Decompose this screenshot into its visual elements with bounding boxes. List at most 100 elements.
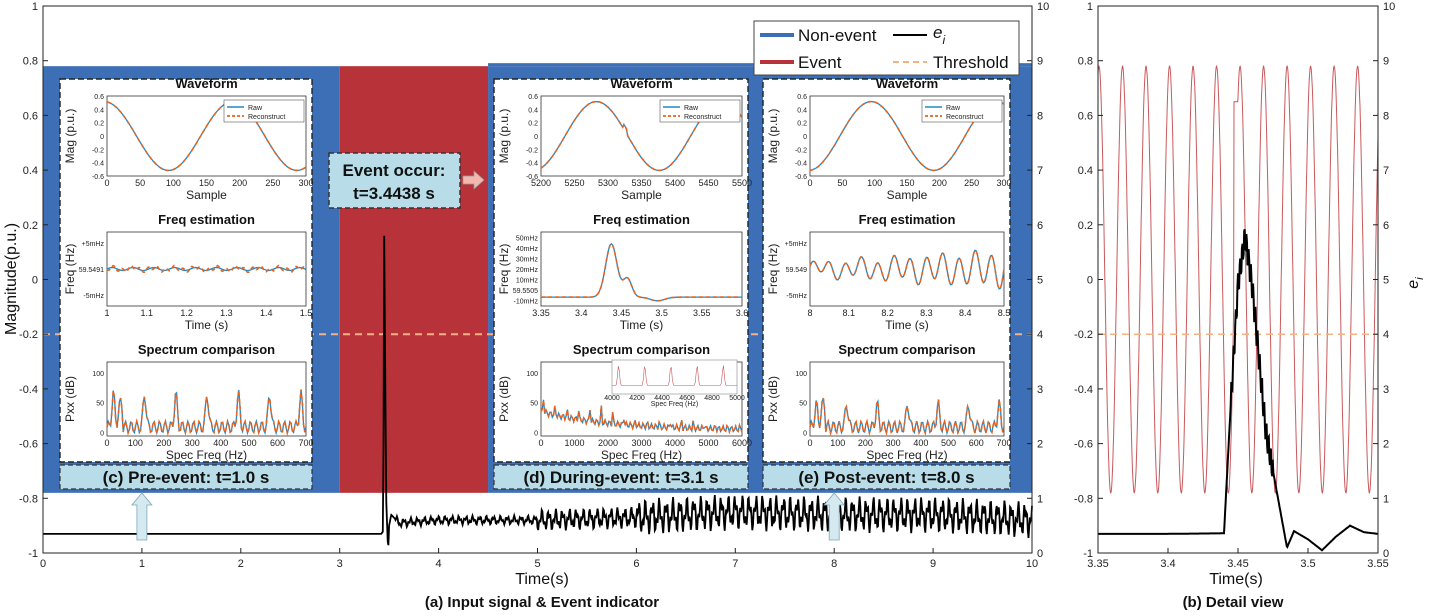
main-xtick-label-10: 10 [1026,558,1038,570]
inset-0-freq-xtick-3: 1.3 [220,308,233,318]
main-ytick-label-9: 0.8 [23,56,38,68]
inset-1-zoom-xlabel: Spec Freq (Hz) [651,401,698,408]
inset-0-spectrum-xtick-5: 500 [242,438,257,448]
inset-0-freq-ytick-0: +5mHz [82,241,105,248]
inset-1-spectrum-xtick-2: 2000 [598,438,618,448]
main-y2tick-label-10: 10 [1037,1,1049,13]
inset-0-waveform-xtick-0: 0 [104,178,109,188]
main-y2tick-label-1: 1 [1037,493,1043,505]
inset-2-spectrum-xtick-0: 0 [807,438,812,448]
inset-2-spectrum-ytick-0: 0 [803,430,807,437]
detail-ytick-label-9: 0.8 [1078,56,1093,68]
detail-ytick-label-0: -1 [1083,548,1093,560]
inset-0-spectrum-xtick-0: 0 [104,438,109,448]
inset-2-freq-xtick-1: 8.1 [843,308,856,318]
main-y2tick-label-3: 3 [1037,384,1043,396]
inset-1-freq-ylabel: Freq (Hz) [497,244,511,295]
detail-ytick-label-10: 1 [1087,1,1093,13]
main-ytick-label-2: -0.6 [19,439,38,451]
main-xtick-label-2: 2 [238,558,244,570]
inset-caption-2: (e) Post-event: t=8.0 s [798,468,974,487]
inset-2-legend-recon-label: Reconstruct [946,114,983,121]
inset-2-waveform-ytick-5: 0.4 [797,107,807,114]
inset-0-legend-recon-label: Reconstruct [248,114,285,121]
inset-1-spectrum-xtick-1: 1000 [564,438,584,448]
inset-0-freq-xtick-4: 1.4 [260,308,273,318]
inset-1-waveform-ytick-6: 0.6 [528,94,538,101]
main-xtick-label-0: 0 [40,558,46,570]
inset-1-freq-title: Freq estimation [593,212,690,227]
detail-y2tick-label-4: 4 [1383,329,1389,341]
inset-0-spectrum-ylabel: Pxx (dB) [63,376,77,422]
inset-2-waveform-xlabel: Sample [887,188,928,202]
main-ytick-label-5: 0 [32,275,38,287]
legend-event-label: Event [798,53,842,72]
detail-xtick-label-4: 3.55 [1367,558,1388,570]
inset-1-waveform-xlabel: Sample [621,188,662,202]
inset-1-zoom-xtick-5: 5000 [729,395,745,402]
inset-0-freq-xtick-0: 1 [104,308,109,318]
inset-0-waveform-ytick-1: -0.4 [92,161,104,168]
inset-1-freq-ytick-5: 59.5505 [513,288,538,295]
legend: Non-event Event ei Threshold [753,20,1020,76]
inset-1-spectrum-ytick-0: 0 [534,430,538,437]
inset-0-waveform-xtick-5: 250 [265,178,280,188]
detail-xtick-label-3: 3.5 [1300,558,1315,570]
detail-y2tick-label-8: 8 [1383,110,1389,122]
inset-0-freq: Freq estimation 1 1.1 1.2 1.3 1.4 1.5 +5mHz 59.5… [63,212,312,332]
inset-0-freq-ytick-1: 59.5491 [79,267,104,274]
inset-1-freq: Freq estimation 3.35 3.4 3.45 3.5 3.55 3.6 50mH… [497,212,748,332]
inset-2-freq-frame [809,231,1005,307]
inset-1-waveform-xtick-6: 5500 [732,178,752,188]
inset-1-freq-ytick-6: -10mHz [513,299,538,306]
inset-caption-box-1 [493,464,749,490]
inset-1-freq-xtick-2: 3.45 [613,308,631,318]
inset-1-zoom-xtick-0: 4000 [604,395,620,402]
inset-0-spectrum-ytick-1: 50 [96,401,104,408]
event-signal-band-0 [339,66,489,493]
inset-2-waveform-ytick-3: 0 [803,134,807,141]
inset-2-freq-title: Freq estimation [859,212,956,227]
detail-ytick-label-4: -0.2 [1074,329,1093,341]
inset-1-waveform-ytick-5: 0.4 [528,107,538,114]
inset-0-freq-xtick-1: 1.1 [141,308,154,318]
main-ytick-label-4: -0.2 [19,329,38,341]
inset-1-freq-xtick-1: 3.4 [575,308,588,318]
inset-0-waveform: Waveform 0 50 100 150 200 250 300 -0.6 -0.4 -0.2 0 0… [63,76,314,202]
main-ytick-label-0: -1 [28,548,38,560]
inset-0-spectrum-ytick-0: 0 [100,430,104,437]
inset-0-waveform-xtick-1: 50 [135,178,145,188]
inset-1-spectrum-xtick-6: 6000 [732,438,752,448]
detail-ytick-label-8: 0.6 [1078,110,1093,122]
inset-1: (d) During-event: t=3.1 s Waveform 5200 525… [493,76,752,490]
inset-2-waveform-ylabel: Mag (p.u.) [766,109,780,164]
main-ytick-label-10: 1 [32,1,38,13]
inset-1-spectrum-xlabel: Spec Freq (Hz) [601,448,682,462]
detail-xtick-label-1: 3.4 [1160,558,1175,570]
detail-y2tick-label-2: 2 [1383,439,1389,451]
main-xtick-label-9: 9 [930,558,936,570]
inset-1-waveform-ytick-1: -0.4 [526,161,538,168]
inset-2: (e) Post-event: t=8.0 s Waveform 0 50 100 150… [762,76,1012,490]
detail-ytick-label-2: -0.6 [1074,439,1093,451]
main-ytick-label-6: 0.2 [23,220,38,232]
detail-ytick-label-1: -0.8 [1074,493,1093,505]
main-y2tick-label-7: 7 [1037,165,1043,177]
detail-y2tick-label-5: 5 [1383,275,1389,287]
inset-1-spectrum-ylabel: Pxx (dB) [497,376,511,422]
inset-1-freq-ytick-0: 50mHz [516,235,539,242]
inset-1-waveform-ytick-3: 0 [534,134,538,141]
inset-0-spectrum-recon-line [106,389,307,437]
legend-nonevent-label: Non-event [798,26,877,45]
pre-event-arrow [131,492,153,541]
inset-1-legend-raw-label: Raw [684,105,699,112]
inset-0-spectrum-xtick-4: 400 [213,438,228,448]
main-ytick-label-8: 0.6 [23,110,38,122]
inset-0-waveform-ytick-5: 0.4 [94,107,104,114]
inset-2-waveform: Waveform 0 50 100 150 200 250 300 -0.6 -0.4 -0.2 0 0… [766,76,1012,202]
detail-ytick-label-7: 0.4 [1078,165,1093,177]
detail-xlabel: Time(s) [1209,571,1263,588]
inset-0-freq-xlabel: Time (s) [185,318,229,332]
inset-0-waveform-ytick-2: -0.2 [92,147,104,154]
inset-0-freq-title: Freq estimation [158,212,255,227]
